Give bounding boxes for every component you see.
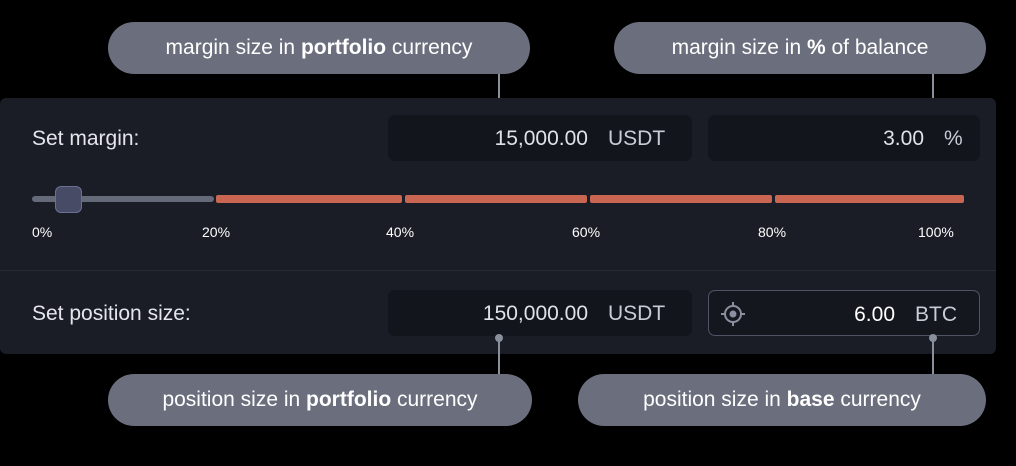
callout-connector [932, 338, 934, 376]
callout-text: margin size in [165, 36, 301, 59]
slider-track[interactable] [32, 196, 214, 202]
callout-connector [932, 74, 934, 118]
margin-position-panel: Set margin: 15,000.00 USDT 3.00 % Set po… [0, 98, 996, 354]
callout-text: margin size in [671, 36, 807, 59]
callout-margin-portfolio-currency: margin size in portfolio currency [108, 22, 530, 74]
callout-bold-text: base [786, 388, 835, 411]
callout-text: currency [834, 388, 921, 411]
slider-segment-40-60[interactable] [405, 195, 587, 203]
callout-text: position size in [162, 388, 307, 411]
margin-amount-input[interactable]: 15,000.00 USDT [388, 115, 692, 161]
position-base-value: 6.00 [854, 303, 895, 326]
callout-bold-text: % [806, 36, 826, 59]
position-base-unit: BTC [915, 303, 957, 326]
slider-tick-label: 60% [572, 224, 601, 240]
callout-position-portfolio-currency: position size in portfolio currency [108, 374, 532, 426]
margin-percent-unit: % [944, 127, 963, 150]
slider-segment-20-40[interactable] [216, 195, 402, 203]
row-divider [0, 270, 996, 271]
set-margin-label: Set margin: [32, 127, 140, 150]
slider-tick-label: 80% [758, 224, 787, 240]
position-amount-value: 150,000.00 [482, 302, 588, 325]
callout-connector [498, 338, 500, 376]
callout-bold-text: portfolio [306, 388, 392, 411]
slider-tick-label: 40% [386, 224, 415, 240]
callout-text: of balance [825, 36, 929, 59]
callout-position-base-currency: position size in base currency [578, 374, 986, 426]
callout-text: currency [391, 388, 478, 411]
slider-tick-label: 20% [202, 224, 231, 240]
callout-margin-percent-balance: margin size in % of balance [614, 22, 986, 74]
slider-segment-60-80[interactable] [590, 195, 772, 203]
position-base-input[interactable]: 6.00 BTC [708, 290, 980, 336]
margin-amount-unit: USDT [608, 127, 666, 150]
slider-tick-label: 0% [32, 224, 53, 240]
margin-percent-value: 3.00 [883, 127, 924, 150]
slider-segment-80-100[interactable] [775, 195, 964, 203]
margin-percent-input[interactable]: 3.00 % [708, 115, 980, 161]
set-position-size-label: Set position size: [32, 302, 191, 325]
callout-text: position size in [643, 388, 787, 411]
callout-bold-text: portfolio [300, 36, 387, 59]
slider-tick-label: 100% [918, 224, 954, 240]
callout-text: currency [386, 36, 473, 59]
margin-amount-value: 15,000.00 [494, 127, 588, 150]
callout-connector [498, 74, 500, 118]
slider-thumb[interactable] [55, 186, 82, 213]
position-amount-unit: USDT [608, 302, 666, 325]
crosshair-icon[interactable] [721, 302, 745, 326]
position-amount-input[interactable]: 150,000.00 USDT [388, 290, 692, 336]
